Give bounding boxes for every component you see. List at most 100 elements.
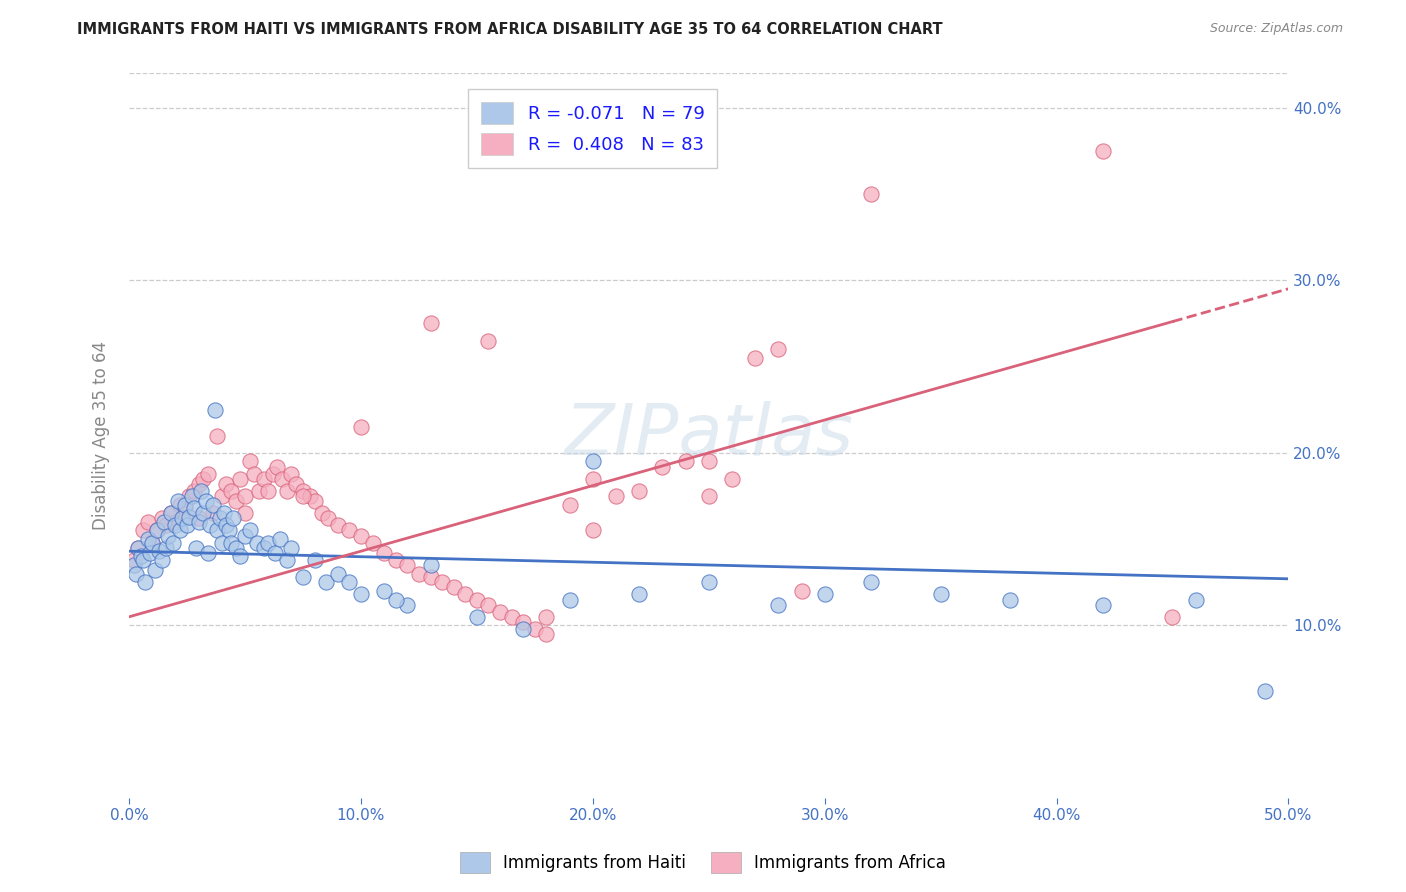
Point	[998, 592, 1021, 607]
Point	[239, 524, 262, 538]
Point	[697, 575, 720, 590]
Point	[675, 454, 697, 468]
Point	[122, 558, 145, 572]
Point	[187, 511, 209, 525]
Point	[326, 518, 349, 533]
Point	[744, 351, 766, 365]
Point	[628, 587, 651, 601]
Point	[211, 535, 233, 549]
Point	[298, 489, 321, 503]
Point	[929, 587, 952, 601]
Point	[201, 506, 224, 520]
Point	[373, 583, 395, 598]
Point	[266, 459, 288, 474]
Point	[605, 489, 627, 503]
Point	[430, 575, 453, 590]
Point	[197, 546, 219, 560]
Point	[408, 566, 430, 581]
Point	[165, 518, 187, 533]
Y-axis label: Disability Age 35 to 64: Disability Age 35 to 64	[93, 341, 110, 530]
Point	[262, 467, 284, 481]
Point	[169, 524, 191, 538]
Point	[419, 558, 441, 572]
Point	[291, 570, 314, 584]
Point	[155, 541, 177, 555]
Point	[146, 524, 169, 538]
Point	[141, 535, 163, 549]
Point	[582, 472, 605, 486]
Point	[150, 511, 173, 525]
Point	[176, 518, 198, 533]
Point	[229, 549, 252, 564]
Point	[150, 553, 173, 567]
Point	[454, 587, 477, 601]
Point	[512, 622, 534, 636]
Point	[172, 511, 194, 525]
Point	[465, 592, 488, 607]
Point	[159, 506, 181, 520]
Point	[187, 515, 209, 529]
Point	[558, 592, 581, 607]
Point	[229, 472, 252, 486]
Point	[512, 615, 534, 629]
Point	[790, 583, 813, 598]
Point	[1184, 592, 1206, 607]
Point	[136, 515, 159, 529]
Point	[173, 498, 195, 512]
Point	[264, 546, 287, 560]
Point	[246, 535, 269, 549]
Point	[143, 563, 166, 577]
Point	[139, 546, 162, 560]
Point	[536, 627, 558, 641]
Point	[239, 454, 262, 468]
Point	[179, 489, 201, 503]
Point	[180, 489, 202, 503]
Point	[318, 511, 340, 525]
Point	[148, 544, 170, 558]
Point	[243, 467, 266, 481]
Point	[208, 511, 231, 525]
Legend: R = -0.071   N = 79, R =  0.408   N = 83: R = -0.071 N = 79, R = 0.408 N = 83	[468, 89, 717, 168]
Point	[373, 546, 395, 560]
Point	[183, 483, 205, 498]
Point	[337, 524, 360, 538]
Point	[215, 476, 238, 491]
Point	[396, 558, 419, 572]
Point	[1091, 144, 1114, 158]
Point	[127, 541, 149, 555]
Point	[384, 592, 406, 607]
Point	[326, 566, 349, 581]
Point	[193, 472, 215, 486]
Point	[233, 506, 256, 520]
Point	[127, 541, 149, 555]
Point	[157, 529, 180, 543]
Point	[222, 511, 245, 525]
Point	[215, 518, 238, 533]
Point	[582, 524, 605, 538]
Point	[1254, 684, 1277, 698]
Point	[205, 524, 228, 538]
Point	[200, 518, 222, 533]
Point	[153, 515, 176, 529]
Point	[814, 587, 837, 601]
Point	[166, 494, 188, 508]
Point	[141, 535, 163, 549]
Point	[186, 541, 208, 555]
Point	[162, 535, 184, 549]
Point	[173, 501, 195, 516]
Legend: Immigrants from Haiti, Immigrants from Africa: Immigrants from Haiti, Immigrants from A…	[453, 846, 953, 880]
Point	[628, 483, 651, 498]
Point	[280, 467, 302, 481]
Point	[419, 316, 441, 330]
Point	[536, 609, 558, 624]
Point	[651, 459, 673, 474]
Point	[257, 483, 280, 498]
Point	[285, 476, 308, 491]
Point	[523, 622, 546, 636]
Point	[218, 524, 240, 538]
Point	[269, 532, 291, 546]
Point	[132, 553, 155, 567]
Point	[860, 575, 883, 590]
Point	[252, 472, 274, 486]
Point	[219, 535, 242, 549]
